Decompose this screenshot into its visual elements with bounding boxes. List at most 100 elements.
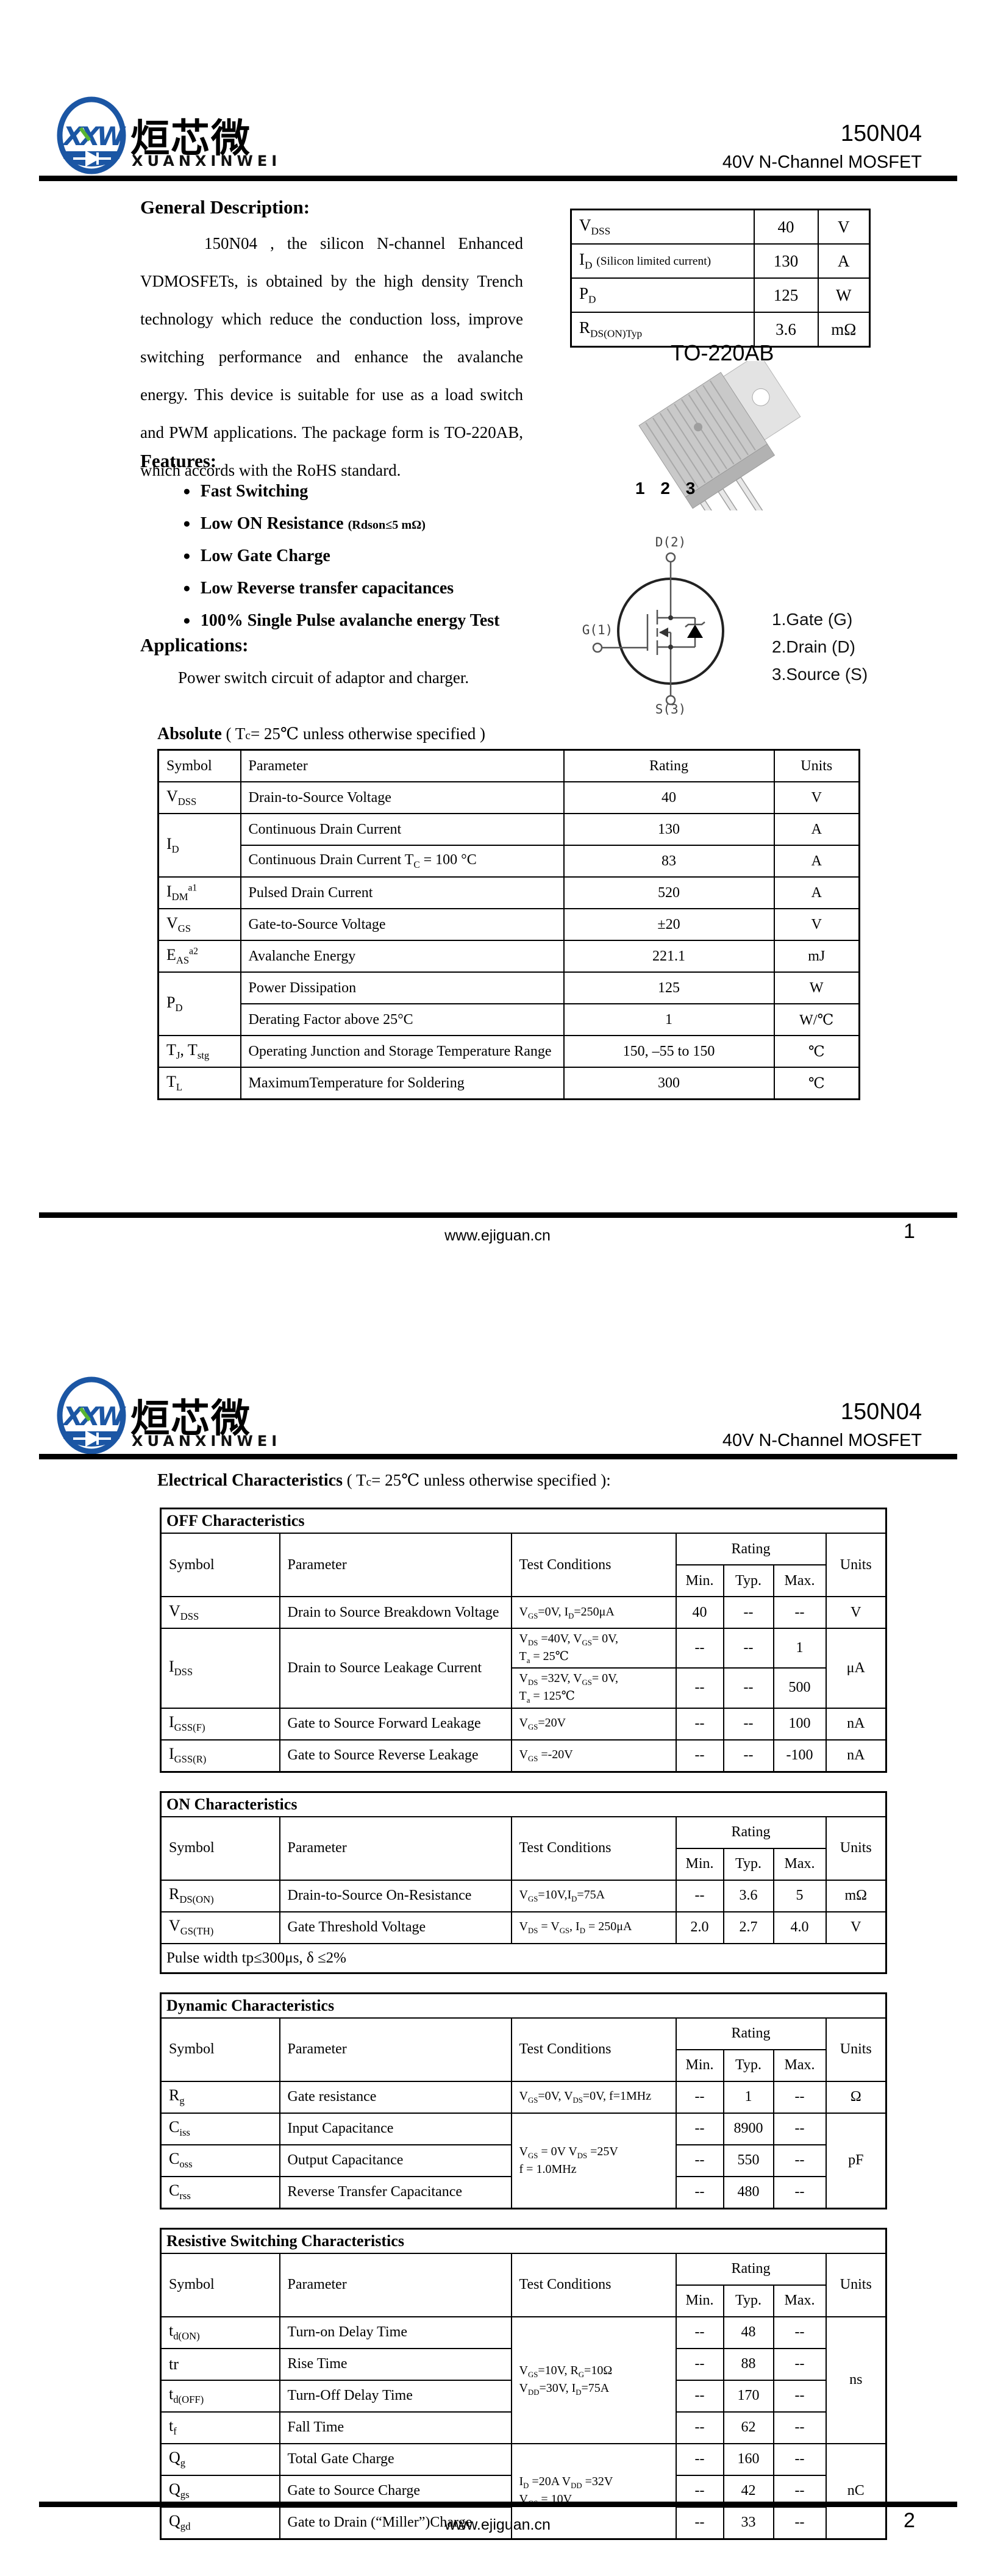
table-cell: VGS = 0V VDS =25V f = 1.0MHz: [510, 2112, 677, 2209]
table-cell: Total Gate Charge: [279, 2442, 512, 2476]
table-cell: 520: [563, 876, 775, 909]
footer-link[interactable]: www.ejiguan.cn: [444, 2516, 551, 2533]
table-cell: Units: [825, 2017, 887, 2082]
table-cell: VGS=10V,ID=75A: [510, 1879, 677, 1912]
table-cell: --: [772, 1596, 827, 1629]
table-cell: 130: [563, 813, 775, 846]
table-cell: 550: [722, 2144, 774, 2177]
table-cell: Units: [825, 1533, 887, 1597]
table-cell: Min.: [675, 1847, 724, 1881]
table-cell: td(ON): [160, 2316, 280, 2349]
table-cell: VGS =-20V: [510, 1739, 677, 1772]
absolute-heading-note: ( Tc= 25℃ unless otherwise specified ): [226, 724, 486, 743]
table-cell: 40: [753, 209, 819, 245]
table-cell: --: [772, 2144, 827, 2177]
table-cell: 3.6: [722, 1879, 774, 1912]
table-cell: td(OFF): [160, 2379, 280, 2413]
table-cell: Typ.: [722, 2048, 774, 2082]
page-2: XXW 烜芯微 XUANXINWEI 150N04 40V N-Channel …: [0, 1288, 995, 2576]
part-number: 150N04: [840, 121, 922, 146]
table-cell: V: [773, 781, 860, 814]
table-cell: --: [772, 2316, 827, 2349]
table-cell: 83: [563, 845, 775, 878]
table-cell: --: [722, 1627, 774, 1669]
table-cell: mΩ: [817, 312, 871, 348]
table-cell: 3.6: [753, 312, 819, 348]
table-cell: RDS(ON): [160, 1879, 280, 1912]
table-cell: --: [675, 2379, 724, 2413]
brand-logo-icon: XXW: [56, 96, 130, 180]
table-cell: Dynamic Characteristics: [160, 1992, 887, 2019]
table-cell: --: [772, 2175, 827, 2209]
pin-legend: 1.Gate (G) 2.Drain (D) 3.Source (S): [772, 610, 868, 692]
general-description-heading: General Description:: [140, 196, 310, 218]
logo-letters: XXW: [62, 121, 127, 151]
table-cell: --: [772, 2442, 827, 2476]
table-cell: ID: [157, 813, 241, 878]
table-cell: Rg: [160, 2080, 280, 2114]
device-subtitle: 40V N-Channel MOSFET: [722, 152, 922, 172]
list-item: 100% Single Pulse avalanche energy Test: [183, 611, 500, 631]
absolute-heading: Absolute ( Tc= 25℃ unless otherwise spec…: [157, 724, 485, 744]
table-cell: VGS=20V: [510, 1707, 677, 1741]
table-cell: 125: [753, 277, 819, 313]
list-item: Fast Switching: [183, 482, 499, 501]
table-cell: 88: [722, 2347, 774, 2381]
table-cell: VDSS: [160, 1596, 280, 1629]
table-cell: Max.: [772, 1564, 827, 1597]
brand-name-en: XUANXINWEI: [132, 1433, 282, 1450]
table-cell: Drain to Source Leakage Current: [279, 1628, 512, 1709]
table-cell: 500: [772, 1667, 827, 1709]
list-item: Low ON Resistance (Rdson≤5 mΩ): [183, 514, 499, 534]
table-cell: --: [675, 2112, 724, 2145]
package-image: [594, 352, 832, 565]
table-cell: --: [675, 1667, 724, 1709]
table-cell: 1: [772, 1627, 827, 1669]
table-cell: Power Dissipation: [240, 971, 565, 1004]
table-cell: --: [675, 2506, 724, 2539]
table-cell: VGS(TH): [160, 1911, 280, 1944]
table-cell: Continuous Drain Current: [240, 813, 565, 846]
table-cell: ℃: [773, 1035, 860, 1068]
page-1: XXW 烜芯微 XUANXINWEI 150N04 40V N-Channel …: [0, 0, 995, 1288]
table-cell: Typ.: [722, 1564, 774, 1597]
footer-url: www.ejiguan.cn: [0, 2516, 995, 2534]
table-cell: tr: [160, 2347, 280, 2381]
table-cell: --: [675, 2442, 724, 2476]
absolute-heading-main: Absolute: [157, 724, 222, 743]
table-cell: ns: [825, 2316, 887, 2444]
table-cell: IGSS(R): [160, 1739, 280, 1772]
table-cell: --: [675, 2347, 724, 2381]
table-cell: Test Conditions: [510, 2017, 677, 2082]
table-cell: 40: [563, 781, 775, 814]
table-cell: Symbol: [160, 2017, 280, 2082]
table-cell: Coss: [160, 2144, 280, 2177]
header-rule: [39, 1454, 957, 1459]
table-cell: Continuous Drain Current TC = 100 °C: [240, 845, 565, 878]
footer-rule: [39, 1212, 957, 1218]
table-cell: PD: [570, 277, 755, 313]
table-cell: Turn-Off Delay Time: [279, 2379, 512, 2413]
table-cell: Units: [825, 2252, 887, 2317]
table-cell: Min.: [675, 1564, 724, 1597]
table-cell: --: [772, 2411, 827, 2444]
table-cell: ℃: [773, 1067, 860, 1100]
table-cell: Typ.: [722, 1847, 774, 1881]
list-item: Low Reverse transfer capacitances: [183, 579, 499, 598]
table-cell: EASa2: [157, 940, 241, 973]
table-cell: --: [675, 2411, 724, 2444]
summary-ratings-table: VDSS 40 V ID (Silicon limited current) 130 A P…: [570, 209, 871, 348]
table-cell: 130: [753, 243, 819, 279]
table-cell: Turn-on Delay Time: [279, 2316, 512, 2349]
table-cell: V: [817, 209, 871, 245]
table-cell: --: [772, 2080, 827, 2114]
table-cell: tf: [160, 2411, 280, 2444]
footer-rule: [39, 2502, 957, 2507]
applications-text: Power switch circuit of adaptor and char…: [178, 668, 469, 687]
table-cell: 160: [722, 2442, 774, 2476]
table-cell: Parameter: [279, 2252, 512, 2317]
footer-link[interactable]: www.ejiguan.cn: [444, 1227, 551, 1244]
table-cell: --: [675, 1879, 724, 1912]
table-cell: IGSS(F): [160, 1707, 280, 1741]
table-cell: 40: [675, 1596, 724, 1629]
